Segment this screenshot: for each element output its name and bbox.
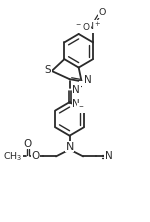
Text: N: N [65,142,74,152]
Text: N: N [105,151,112,161]
Text: O: O [24,139,32,149]
Text: $^-$: $^-$ [77,103,85,112]
Text: O: O [98,8,105,17]
Text: CH$_3$: CH$_3$ [3,150,23,163]
Text: N: N [72,99,80,109]
Text: $^-$O: $^-$O [74,21,91,32]
Text: S: S [45,65,51,75]
Text: N: N [72,85,80,95]
Text: $\cdot$: $\cdot$ [79,81,83,91]
Text: O: O [32,151,40,161]
Text: N: N [84,75,91,85]
Text: N$^+$: N$^+$ [86,20,102,33]
